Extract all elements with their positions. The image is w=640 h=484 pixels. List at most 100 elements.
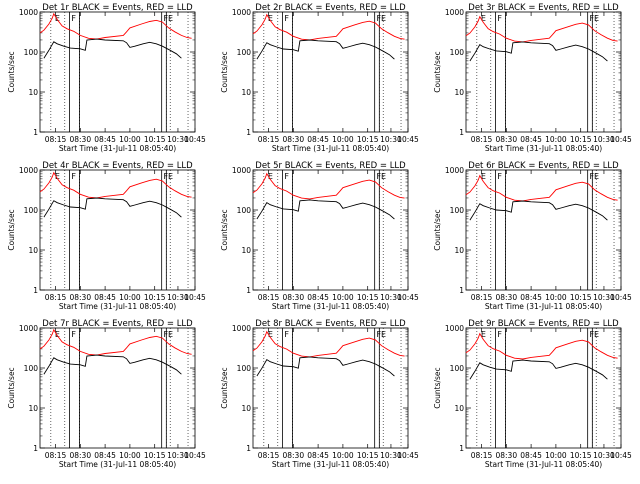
event-mark-label: F: [284, 330, 289, 339]
black-events-series: [469, 200, 608, 221]
y-tick-label: 100: [24, 48, 39, 57]
x-tick-label: 08:15: [471, 451, 493, 460]
plot-frame: [252, 327, 409, 449]
x-tick-label: 08:30: [282, 135, 304, 144]
x-tick-label: 08:15: [471, 135, 493, 144]
y-tick-label: 1000: [445, 324, 464, 333]
event-mark-label: FE: [163, 14, 173, 23]
panel-title: Det 2r BLACK = Events, RED = LLD: [255, 3, 406, 13]
red-lld-series: [465, 15, 618, 43]
x-tick-label: 10:45: [184, 293, 206, 302]
plot-frame: [465, 11, 622, 133]
y-tick-label: 100: [450, 364, 465, 373]
y-axis-label: Counts/sec: [220, 367, 229, 408]
y-tick-label: 1000: [19, 166, 38, 175]
y-tick-label: 1: [33, 128, 38, 137]
event-mark-label: FE: [376, 330, 386, 339]
x-tick-label: 10:45: [184, 135, 206, 144]
x-axis-label: Start Time (31-Jul-11 08:05:40): [59, 144, 176, 153]
red-lld-series: [252, 330, 405, 358]
event-mark-label: F: [497, 14, 502, 23]
x-tick-label: 10:15: [144, 293, 166, 302]
y-tick-label: 100: [24, 206, 39, 215]
y-tick-label: 1000: [445, 166, 464, 175]
x-tick-label: 08:30: [282, 451, 304, 460]
y-axis-label: Counts/sec: [433, 367, 442, 408]
x-tick-label: 10:15: [357, 293, 379, 302]
panel-title: Det 1r BLACK = Events, RED = LLD: [42, 3, 193, 13]
plot-frame: [39, 327, 196, 449]
x-tick-label: 10:00: [332, 135, 354, 144]
red-lld-series: [252, 13, 405, 41]
y-tick-label: 100: [24, 364, 39, 373]
x-tick-label: 08:15: [258, 135, 280, 144]
red-lld-series: [465, 332, 618, 360]
y-tick-label: 1: [459, 286, 464, 295]
x-tick-label: 10:00: [332, 293, 354, 302]
y-tick-label: 100: [237, 206, 252, 215]
event-mark-label: FE: [376, 14, 386, 23]
y-axis-label: Counts/sec: [220, 209, 229, 250]
event-mark-label: FE: [376, 172, 386, 181]
x-tick-label: 08:15: [258, 293, 280, 302]
y-axis-label: Counts/sec: [7, 367, 16, 408]
x-tick-label: 08:30: [495, 135, 517, 144]
x-tick-label: 10:45: [610, 451, 632, 460]
panel-title: Det 5r BLACK = Events, RED = LLD: [255, 161, 406, 171]
x-tick-label: 10:15: [357, 135, 379, 144]
x-tick-label: 08:45: [94, 451, 116, 460]
x-axis-label: Start Time (31-Jul-11 08:05:40): [272, 460, 389, 469]
red-lld-series: [39, 12, 192, 40]
y-tick-label: 10: [28, 246, 38, 255]
x-tick-label: 08:45: [520, 451, 542, 460]
event-mark-label: E: [268, 172, 273, 181]
y-tick-label: 1: [246, 286, 251, 295]
event-mark-label: E: [481, 172, 486, 181]
black-events-series: [256, 356, 395, 377]
detector-panel: Det 2r BLACK = Events, RED = LLD 1 10 100 10…: [220, 3, 419, 153]
detector-panel: Det 1r BLACK = Events, RED = LLD 1 10 100 10…: [7, 3, 206, 153]
x-tick-label: 08:15: [45, 451, 67, 460]
x-tick-label: 10:45: [610, 135, 632, 144]
x-tick-label: 10:30: [593, 135, 615, 144]
event-mark-label: F: [71, 172, 76, 181]
x-tick-label: 08:45: [94, 293, 116, 302]
y-tick-label: 10: [241, 404, 251, 413]
detector-panel: Det 8r BLACK = Events, RED = LLD 1 10 100 10…: [220, 319, 419, 469]
black-events-series: [43, 197, 182, 218]
y-tick-label: 100: [450, 48, 465, 57]
black-events-series: [256, 39, 395, 60]
x-tick-label: 08:45: [94, 135, 116, 144]
x-tick-label: 08:15: [471, 293, 493, 302]
y-tick-label: 1000: [232, 324, 251, 333]
x-tick-label: 08:15: [45, 293, 67, 302]
y-tick-label: 10: [241, 88, 251, 97]
panel-title: Det 4r BLACK = Events, RED = LLD: [42, 161, 193, 171]
y-tick-label: 1: [459, 444, 464, 453]
event-mark-label: F: [284, 14, 289, 23]
y-axis-label: Counts/sec: [7, 209, 16, 250]
black-events-series: [469, 359, 608, 380]
x-tick-label: 10:30: [593, 451, 615, 460]
y-axis-label: Counts/sec: [433, 209, 442, 250]
event-mark-label: FE: [163, 172, 173, 181]
red-lld-series: [39, 171, 192, 199]
y-tick-label: 1: [33, 286, 38, 295]
panel-title: Det 6r BLACK = Events, RED = LLD: [468, 161, 619, 171]
red-lld-series: [39, 328, 192, 356]
red-lld-series: [465, 174, 618, 202]
x-tick-label: 10:15: [357, 451, 379, 460]
detector-panel: Det 9r BLACK = Events, RED = LLD 1 10 100 10…: [433, 319, 632, 469]
y-axis-label: Counts/sec: [433, 51, 442, 92]
x-tick-label: 10:30: [167, 135, 189, 144]
event-mark-label: F: [497, 172, 502, 181]
y-tick-label: 10: [28, 88, 38, 97]
y-tick-label: 1: [33, 444, 38, 453]
x-tick-label: 10:30: [167, 293, 189, 302]
detector-panel: Det 4r BLACK = Events, RED = LLD 1 10 100 10…: [7, 161, 206, 311]
x-tick-label: 10:15: [144, 135, 166, 144]
event-mark-label: E: [268, 330, 273, 339]
y-tick-label: 100: [237, 364, 252, 373]
